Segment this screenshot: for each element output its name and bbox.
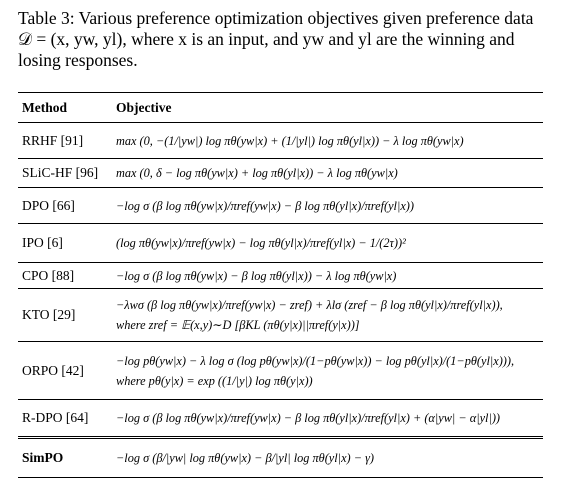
table-row: RRHF [91] max (0, −(1/|yw|) log πθ(yw|x) … [18,122,543,158]
header-cell: Objective [116,99,172,115]
objective-cell: −log σ (β log πθ(yw|x) − β log πθ(yl|x))… [116,266,543,286]
method-cell: RRHF [91] [22,132,84,148]
table-row: KTO [29] −λwσ (β log πθ(yw|x)/πref(yw|x) … [18,288,543,341]
method-cell: CPO [88] [22,267,75,283]
objective-cell: −λwσ (β log πθ(yw|x)/πref(yw|x) − zref) … [116,295,543,335]
objective-cell: −log pθ(yw|x) − λ log σ (log pθ(yw|x)/(1… [116,351,543,391]
formula: −log σ (β log πθ(yw|x)/πref(yw|x) − β lo… [116,411,501,425]
table-row: SLiC-HF [96] max (0, δ − log πθ(yw|x) + l… [18,158,543,187]
formula: −λwσ (β log πθ(yw|x)/πref(yw|x) − zref) … [116,298,503,312]
table-row: ORPO [42] −log pθ(yw|x) − λ log σ (log pθ… [18,341,543,399]
formula: max (0, −(1/|yw|) log πθ(yw|x) + (1/|yl|… [116,133,464,148]
method-cell: IPO [6] [22,235,63,250]
formula: −log σ (β log πθ(yw|x)/πref(yw|x) − β lo… [116,198,414,213]
header-cell: Method [22,99,67,115]
formula: where pθ(y|x) = exp ((1/|y|) log πθ(y|x)… [116,373,313,388]
objective-cell: −log σ (β/|yw| log πθ(yw|x) − β/|yl| log… [116,448,543,468]
objective-cell: −log σ (β log πθ(yw|x)/πref(yw|x) − β lo… [116,196,543,216]
formula: −log pθ(yw|x) − λ log σ (log pθ(yw|x)/(1… [116,353,515,368]
formula: −log σ (β log πθ(yw|x) − β log πθ(yl|x))… [116,268,397,283]
table-row: DPO [66] −log σ (β log πθ(yw|x)/πref(yw|x… [18,187,543,223]
header-row: Method Objective [18,92,543,122]
method-cell: DPO [66] [22,197,75,213]
method-cell: ORPO [42] [22,362,84,378]
objective-cell: max (0, δ − log πθ(yw|x) + log πθ(yl|x))… [116,163,543,183]
formula: max (0, δ − log πθ(yw|x) + log πθ(yl|x))… [116,166,398,180]
objective-cell: (log πθ(yw|x)/πref(yw|x) − log πθ(yl|x)/… [116,233,543,253]
objective-cell: −log σ (β log πθ(yw|x)/πref(yw|x) − β lo… [116,408,543,428]
method-cell: R-DPO [64] [22,410,89,425]
table-row: R-DPO [64] −log σ (β log πθ(yw|x)/πref(yw… [18,399,543,436]
method-cell: KTO [29] [22,307,76,322]
caption: Table 3: Various preference optimization… [18,8,534,70]
objective-cell: max (0, −(1/|yw|) log πθ(yw|x) + (1/|yl|… [116,131,543,151]
table-row: CPO [88] −log σ (β log πθ(yw|x) − β log π… [18,262,543,288]
method-cell: SLiC-HF [96] [22,165,99,180]
formula: −log σ (β/|yw| log πθ(yw|x) − β/|yl| log… [116,451,375,465]
table: Method Objective RRHF [91] max (0, −(1/|yw|… [18,92,543,478]
formula: where zref = 𝔼(x,y)∼D [βKL (πθ(y|x)||πre… [116,318,360,332]
formula: (log πθ(yw|x)/πref(yw|x) − log πθ(yl|x)/… [116,236,406,250]
table-row: IPO [6] (log πθ(yw|x)/πref(yw|x) − log πθ… [18,223,543,262]
method-cell: SimPO [22,450,64,465]
